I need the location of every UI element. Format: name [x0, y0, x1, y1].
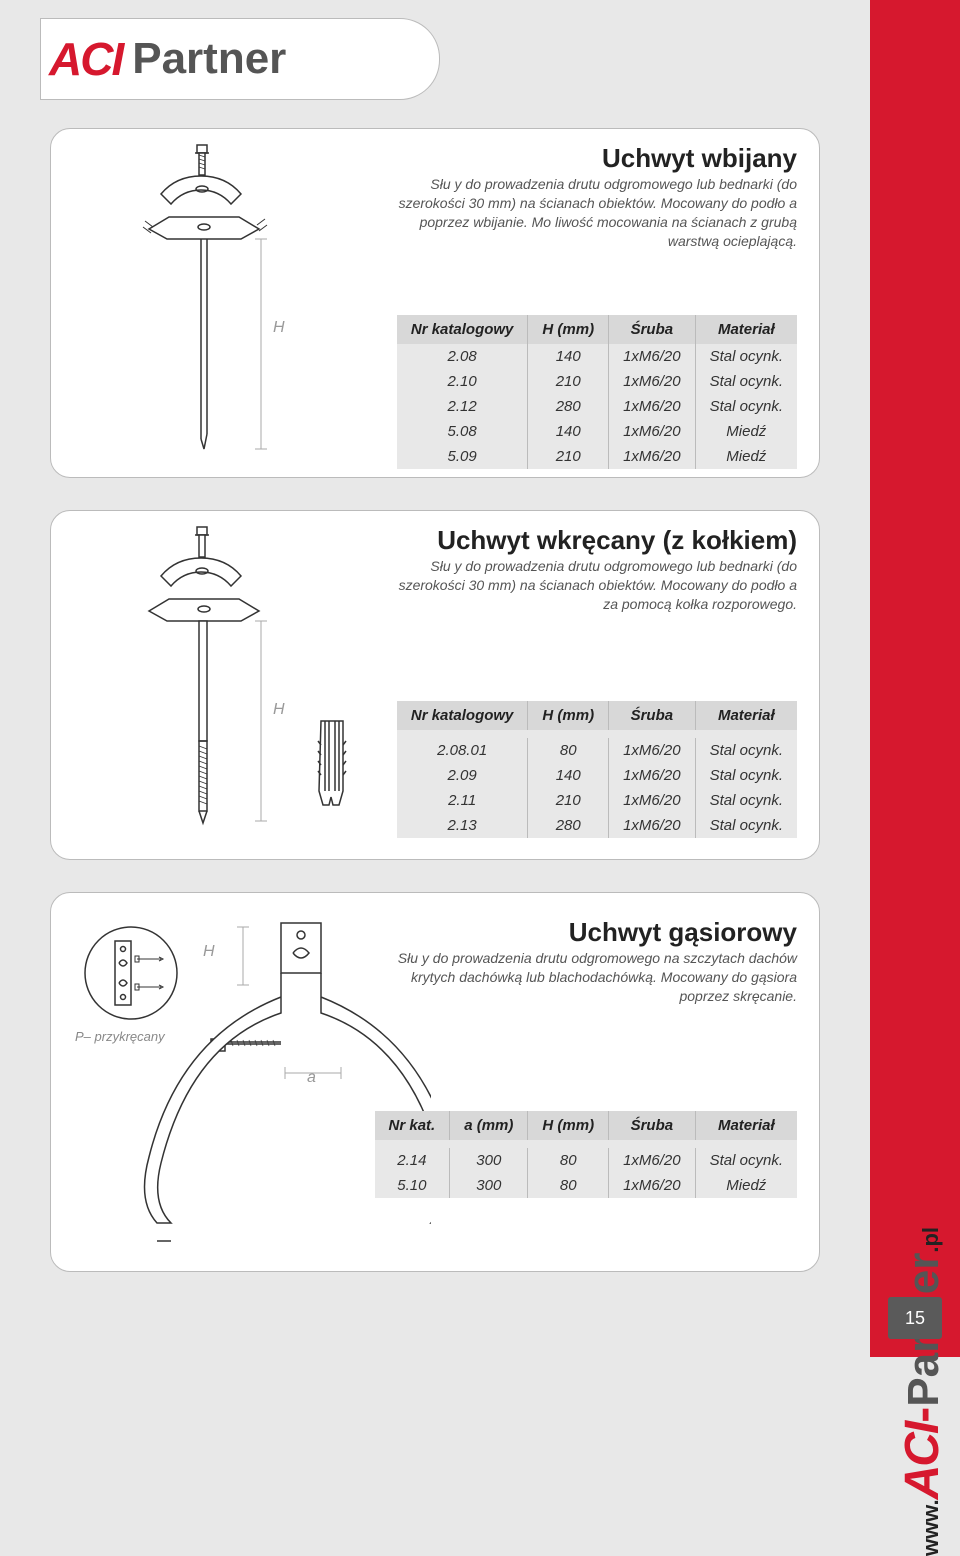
cell: 2.11 — [397, 788, 528, 813]
product-panel-3: H a P– przykręcany Uchwyt gąsiorowy Słu … — [50, 892, 820, 1272]
cell: 280 — [528, 813, 609, 838]
cell: 1xM6/20 — [609, 1148, 696, 1173]
cell: 2.08 — [397, 344, 528, 369]
cell: 80 — [528, 738, 609, 763]
product3-desc: Słu y do prowadzenia drutu odgromowego n… — [397, 949, 797, 1006]
url-dash: - — [896, 1407, 949, 1423]
diagram-uchwyt-wbijany — [91, 139, 311, 469]
cell: Stal ocynk. — [695, 738, 797, 763]
cell: 210 — [528, 788, 609, 813]
spacer — [397, 730, 797, 738]
cell: Stal ocynk. — [695, 344, 797, 369]
dim-label-h-1: H — [273, 319, 285, 337]
diagram-note-p: P– przykręcany — [75, 1029, 165, 1044]
p2-th-0: Nr katalogowy — [397, 701, 528, 730]
cell: 210 — [528, 444, 609, 469]
cell: 280 — [528, 394, 609, 419]
logo-box: ACI Partner — [40, 18, 440, 100]
cell: Stal ocynk. — [695, 788, 797, 813]
side-url: www.ACI-Partner.pl — [895, 1227, 950, 1556]
product3-table: Nr kat. a (mm) H (mm) Śruba Materiał 2.1… — [375, 1111, 797, 1198]
diagram-uchwyt-gasiorowy — [71, 903, 431, 1263]
cell: 210 — [528, 369, 609, 394]
url-www: www. — [918, 1499, 943, 1556]
diagram-uchwyt-wkrecany — [91, 521, 371, 851]
cell: Stal ocynk. — [695, 813, 797, 838]
cell: 5.08 — [397, 419, 528, 444]
cell: 1xM6/20 — [609, 738, 696, 763]
product2-desc: Słu y do prowadzenia drutu odgromowego l… — [397, 557, 797, 614]
cell: 80 — [528, 1173, 609, 1198]
cell: Stal ocynk. — [695, 763, 797, 788]
cell: Stal ocynk. — [695, 369, 797, 394]
cell: 1xM6/20 — [609, 444, 696, 469]
p3-th-4: Materiał — [695, 1111, 797, 1140]
cell: Miedź — [695, 444, 797, 469]
p1-th-2: Śruba — [609, 315, 696, 344]
cell: 1xM6/20 — [609, 788, 696, 813]
product1-table: Nr katalogowy H (mm) Śruba Materiał 2.08… — [397, 315, 797, 469]
dim-label-h-2: H — [273, 701, 285, 719]
cell: 300 — [450, 1148, 528, 1173]
cell: 2.12 — [397, 394, 528, 419]
cell: 1xM6/20 — [609, 813, 696, 838]
dim-label-a: a — [307, 1069, 316, 1087]
product3-title: Uchwyt gąsiorowy — [569, 917, 797, 948]
cell: 1xM6/20 — [609, 369, 696, 394]
cell: Stal ocynk. — [695, 1148, 797, 1173]
product2-table: Nr katalogowy H (mm) Śruba Materiał 2.08… — [397, 701, 797, 838]
cell: Stal ocynk. — [695, 394, 797, 419]
cell: 2.09 — [397, 763, 528, 788]
cell: Miedź — [695, 1173, 797, 1198]
cell: 80 — [528, 1148, 609, 1173]
cell: 1xM6/20 — [609, 344, 696, 369]
logo-partner: Partner — [132, 34, 286, 84]
cell: 140 — [528, 419, 609, 444]
cell: 140 — [528, 344, 609, 369]
p1-th-1: H (mm) — [528, 315, 609, 344]
product1-title: Uchwyt wbijany — [602, 143, 797, 174]
product2-title: Uchwyt wkręcany (z kołkiem) — [437, 525, 797, 556]
product-panel-1: H Uchwyt wbijany Słu y do prowadzenia dr… — [50, 128, 820, 478]
dim-label-h-3: H — [203, 943, 215, 961]
p2-th-2: Śruba — [609, 701, 696, 730]
cell: 1xM6/20 — [609, 1173, 696, 1198]
cell: Miedź — [695, 419, 797, 444]
product-panel-2: H Uchwyt wkręcany (z kołkiem) Słu y do p… — [50, 510, 820, 860]
p3-th-1: a (mm) — [450, 1111, 528, 1140]
p2-th-3: Materiał — [695, 701, 797, 730]
cell: 2.13 — [397, 813, 528, 838]
p3-th-0: Nr kat. — [375, 1111, 450, 1140]
cell: 2.10 — [397, 369, 528, 394]
cell: 1xM6/20 — [609, 394, 696, 419]
cell: 1xM6/20 — [609, 419, 696, 444]
p3-th-2: H (mm) — [528, 1111, 609, 1140]
cell: 2.08.01 — [397, 738, 528, 763]
cell: 5.10 — [375, 1173, 450, 1198]
p3-th-3: Śruba — [609, 1111, 696, 1140]
cell: 5.09 — [397, 444, 528, 469]
cell: 2.14 — [375, 1148, 450, 1173]
red-sidebar — [870, 0, 960, 1357]
url-tld: .pl — [918, 1227, 943, 1253]
url-aci: ACI — [896, 1423, 949, 1500]
page-number: 15 — [888, 1297, 942, 1339]
cell: 140 — [528, 763, 609, 788]
p1-th-3: Materiał — [695, 315, 797, 344]
spacer — [375, 1140, 797, 1148]
cell: 300 — [450, 1173, 528, 1198]
cell: 1xM6/20 — [609, 763, 696, 788]
logo-aci: ACI — [49, 32, 122, 86]
p1-th-0: Nr katalogowy — [397, 315, 528, 344]
product1-desc: Słu y do prowadzenia drutu odgromowego l… — [397, 175, 797, 251]
p2-th-1: H (mm) — [528, 701, 609, 730]
